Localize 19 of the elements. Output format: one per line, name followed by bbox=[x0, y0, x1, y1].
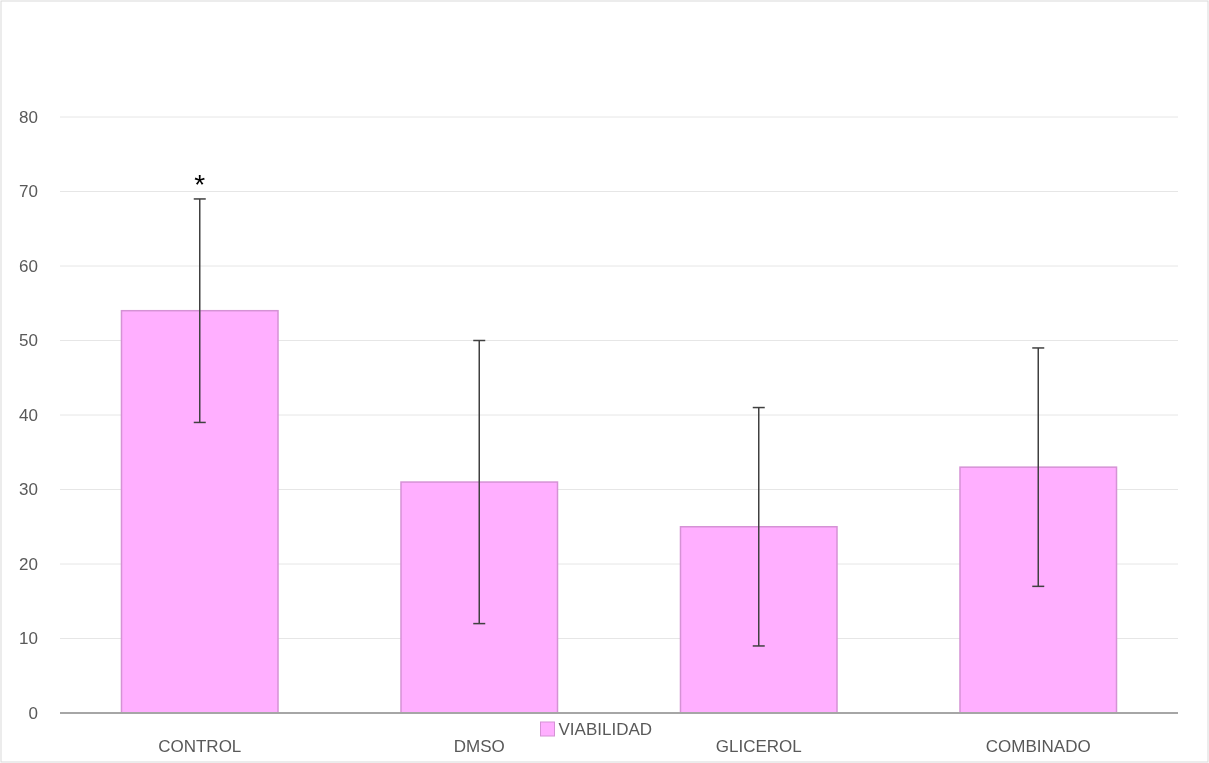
bar bbox=[679, 526, 838, 714]
y-tick-label: 80 bbox=[19, 107, 38, 127]
y-tick-label: 20 bbox=[19, 554, 38, 574]
legend-label: VIABILIDAD bbox=[558, 720, 653, 739]
x-tick-label: GLICEROL bbox=[715, 737, 802, 756]
y-tick-label: 30 bbox=[19, 480, 38, 500]
y-tick-label: 70 bbox=[19, 182, 38, 202]
bar bbox=[400, 481, 559, 714]
bar bbox=[120, 309, 279, 714]
y-tick-label: 10 bbox=[19, 629, 38, 649]
annotation: * bbox=[194, 168, 206, 200]
y-tick-label: 50 bbox=[19, 331, 38, 351]
y-tick-label: 0 bbox=[28, 703, 38, 723]
x-tick-label: CONTROL bbox=[158, 737, 242, 756]
x-tick-label: COMBINADO bbox=[985, 737, 1091, 756]
bar bbox=[959, 466, 1118, 714]
y-tick-label: 40 bbox=[19, 405, 38, 425]
y-tick-label: 60 bbox=[19, 256, 38, 276]
x-tick-label: DMSO bbox=[453, 737, 505, 756]
